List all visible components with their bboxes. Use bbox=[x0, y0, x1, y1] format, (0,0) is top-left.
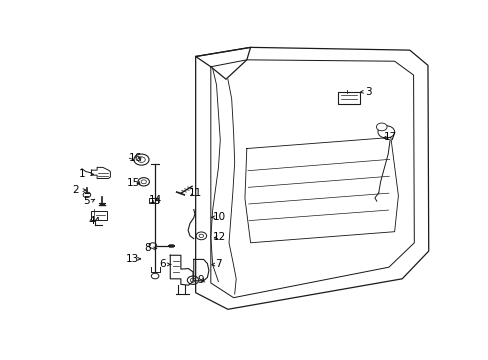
Text: 2: 2 bbox=[72, 185, 79, 195]
Text: 6: 6 bbox=[159, 260, 165, 269]
Text: 14: 14 bbox=[148, 195, 162, 205]
Text: 15: 15 bbox=[127, 178, 140, 188]
Text: 17: 17 bbox=[384, 132, 397, 143]
Circle shape bbox=[134, 154, 149, 165]
Text: 9: 9 bbox=[197, 275, 203, 285]
Bar bbox=[149, 198, 158, 203]
Text: 3: 3 bbox=[364, 87, 371, 97]
Circle shape bbox=[138, 157, 145, 162]
Text: 12: 12 bbox=[212, 232, 225, 242]
Text: 4: 4 bbox=[89, 216, 95, 226]
Text: 7: 7 bbox=[215, 260, 221, 269]
Circle shape bbox=[190, 278, 195, 282]
Circle shape bbox=[151, 273, 159, 279]
Circle shape bbox=[149, 243, 156, 248]
Text: 13: 13 bbox=[125, 254, 139, 264]
Circle shape bbox=[377, 126, 394, 138]
Circle shape bbox=[196, 232, 206, 240]
Circle shape bbox=[199, 234, 203, 238]
Text: 5: 5 bbox=[83, 195, 90, 206]
Text: 16: 16 bbox=[128, 153, 142, 163]
Circle shape bbox=[141, 180, 146, 184]
Text: 11: 11 bbox=[189, 188, 202, 198]
Text: 10: 10 bbox=[213, 212, 225, 222]
Text: 8: 8 bbox=[144, 243, 150, 253]
Circle shape bbox=[376, 123, 386, 131]
Text: 1: 1 bbox=[79, 169, 85, 179]
Circle shape bbox=[83, 192, 90, 198]
Circle shape bbox=[187, 276, 198, 284]
Bar bbox=[337, 92, 359, 104]
Bar bbox=[90, 211, 106, 220]
Circle shape bbox=[138, 177, 149, 186]
